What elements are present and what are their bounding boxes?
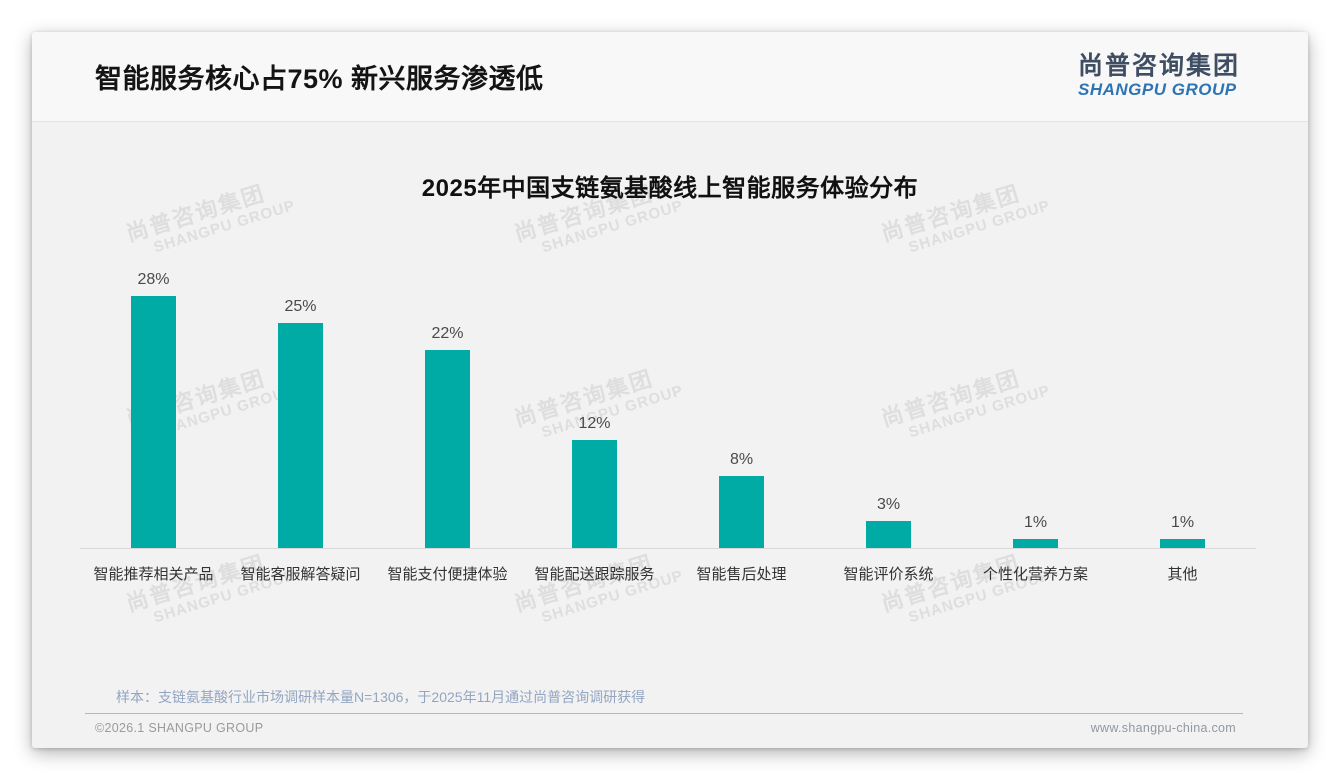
page-title: 智能服务核心占75% 新兴服务渗透低 [95,64,544,94]
bar [719,476,764,548]
bar-column: 1% [1109,514,1256,548]
brand-logo-en: SHANGPU GROUP [1077,79,1237,99]
category-label: 其他 [1167,566,1198,583]
website-url: www.shangpu-china.com [1090,721,1236,735]
bar-column: 1% [962,514,1109,548]
bar-column: 22% [374,325,521,548]
bar-column: 28% [80,271,227,548]
bar-value-label: 25% [284,298,317,315]
slide-card: 智能服务核心占75% 新兴服务渗透低 尚普咨询集团 SHANGPU GROUP … [32,32,1308,748]
brand-logo-cn: 尚普咨询集团 [1077,52,1240,81]
watermark-en-text: SHANGPU GROUP [151,196,298,257]
bar-value-label: 28% [137,271,170,288]
category-label: 智能客服解答疑问 [240,566,361,583]
bar-value-label: 1% [1023,514,1048,531]
bar [572,440,617,548]
bar-value-label: 22% [431,325,464,342]
bar-column: 8% [668,451,815,548]
category-label: 智能支付便捷体验 [387,566,508,583]
sample-note: 样本：支链氨基酸行业市场调研样本量N=1306，于2025年11月通过尚普咨询调… [116,689,646,705]
chart-title: 2025年中国支链氨基酸线上智能服务体验分布 [421,175,919,202]
category-label: 智能售后处理 [696,566,787,583]
brand-watermark: 尚普咨询集团 SHANGPU GROUP [122,538,297,632]
category-label: 智能评价系统 [843,566,934,583]
category-label: 智能推荐相关产品 [93,566,214,583]
bar [425,350,470,548]
watermark-en-text: SHANGPU GROUP [906,196,1053,257]
slide-header: 智能服务核心占75% 新兴服务渗透低 尚普咨询集团 SHANGPU GROUP [32,32,1308,122]
bar [278,323,323,548]
category-axis: 智能推荐相关产品 智能客服解答疑问 智能支付便捷体验 智能配送跟踪服务 智能售后处理 智能… [80,563,1256,584]
bar-column: 25% [227,298,374,548]
footer-divider [85,713,1243,714]
category-label: 智能配送跟踪服务 [534,566,655,583]
brand-watermark: 尚普咨询集团 SHANGPU GROUP [510,538,685,632]
copyright-text: ©2026.1 SHANGPU GROUP [95,721,264,735]
bar-column: 3% [815,496,962,548]
category-label: 个性化营养方案 [982,566,1088,583]
bar [1160,539,1205,548]
x-axis-line [80,548,1256,549]
bar-value-label: 1% [1170,514,1195,531]
bar [866,521,911,548]
bar-column: 12% [521,415,668,548]
bar-value-label: 12% [578,415,611,432]
bar-chart: 28% 25% 22% 12% 8% 3% 1% 1% [80,258,1256,548]
bar [1013,539,1058,548]
bar [131,296,176,548]
brand-logo: 尚普咨询集团 SHANGPU GROUP [1078,53,1240,99]
bar-value-label: 8% [729,451,754,468]
brand-watermark: 尚普咨询集团 SHANGPU GROUP [877,538,1052,632]
bar-value-label: 3% [876,496,901,513]
watermark-en-text: SHANGPU GROUP [539,196,686,257]
